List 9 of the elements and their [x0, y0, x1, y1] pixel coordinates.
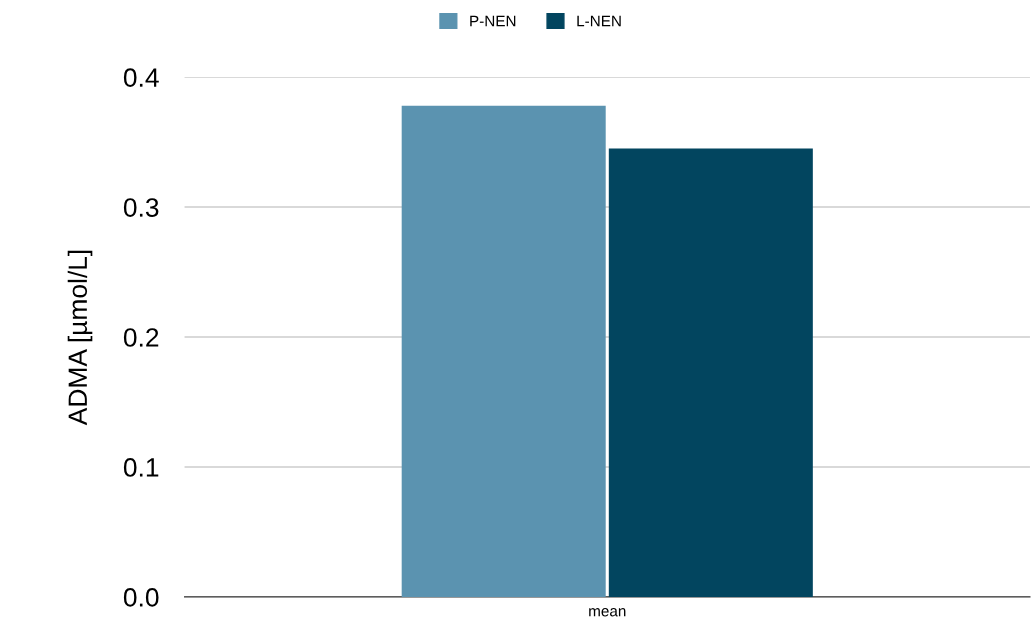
- y-tick-label: 0.1: [123, 458, 159, 477]
- y-tick-label: 0.0: [123, 588, 159, 607]
- y-tick-label: 0.4: [123, 68, 159, 87]
- y-tick-label: 0.2: [123, 328, 159, 347]
- y-axis-title: ADMA [µmol/L]: [67, 250, 93, 426]
- legend-label: L-NEN: [577, 15, 621, 27]
- y-tick-label: 0.3: [123, 198, 159, 217]
- legend-label: P-NEN: [470, 15, 516, 27]
- x-tick-label: mean: [589, 608, 626, 617]
